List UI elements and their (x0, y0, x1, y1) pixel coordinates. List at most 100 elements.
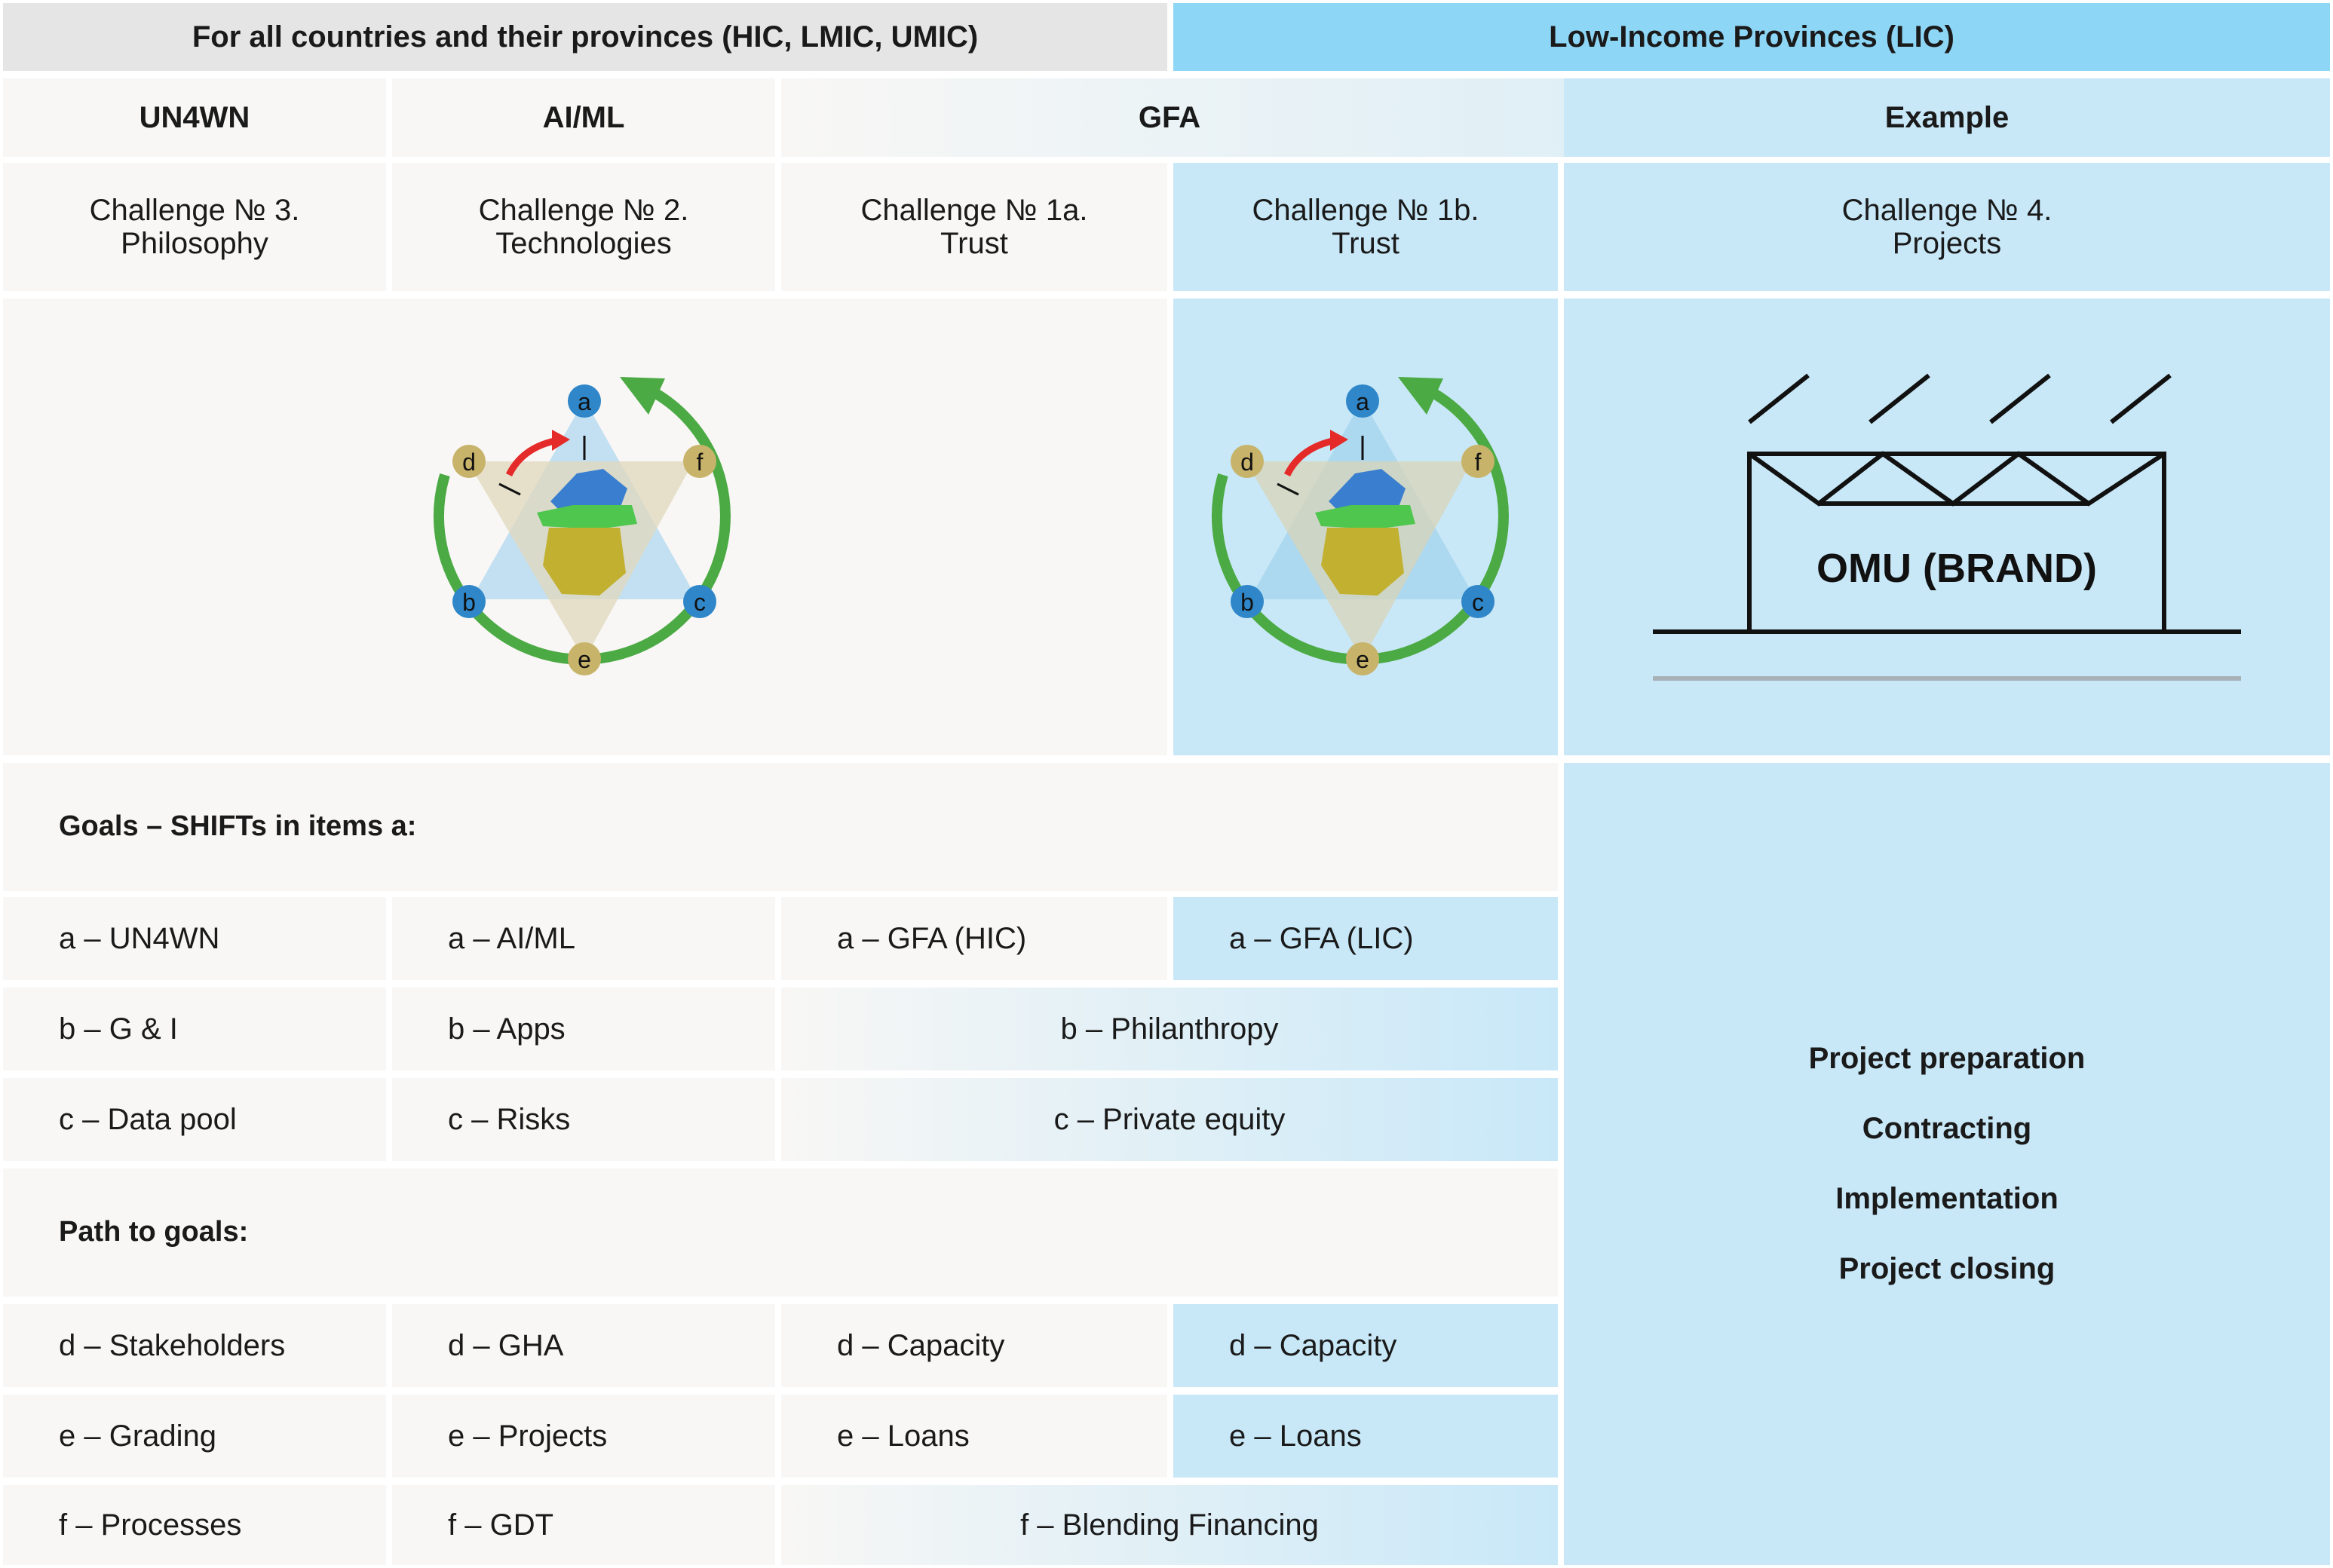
node-d-label: d (462, 449, 476, 476)
path-heading: Path to goals: (3, 1168, 1558, 1297)
challenge-cell-un4wn: Challenge № 3. Philosophy (3, 163, 386, 291)
green-band (537, 505, 637, 529)
header-all-countries: For all countries and their provinces (H… (3, 3, 1167, 71)
challenge-title: Challenge № 1b. (1252, 194, 1479, 227)
node-c (1461, 585, 1495, 618)
challenge-subtitle: Trust (1332, 227, 1399, 260)
challenge-subtitle: Philosophy (121, 227, 268, 260)
red-arrow (1283, 437, 1334, 477)
node-e-label: e (1356, 646, 1369, 673)
row-d-gfa-lic: d – Capacity (1173, 1304, 1558, 1387)
challenge-title: Challenge № 3. (89, 194, 300, 227)
row-a-gfa-lic: a – GFA (LIC) (1173, 897, 1558, 980)
brand-label: OMU (BRAND) (1816, 546, 2097, 591)
node-a-label: a (1356, 388, 1369, 415)
column-header-un4wn: UN4WN (3, 78, 386, 157)
node-f (1461, 445, 1495, 478)
node-e-label: e (578, 646, 591, 673)
node-e (568, 642, 601, 675)
red-arrowhead (1330, 430, 1348, 451)
sun-ray (1869, 373, 1930, 424)
row-c-un4wn: c – Data pool (3, 1078, 386, 1161)
step-project-preparation: Project preparation (1808, 1042, 2086, 1075)
node-a (1346, 384, 1379, 418)
node-f-label: f (1475, 449, 1482, 476)
challenge-cell-gfa-hic: Challenge № 1a. Trust (781, 163, 1167, 291)
step-contracting: Contracting (1862, 1112, 2032, 1145)
row-b-aiml: b – Apps (392, 988, 775, 1070)
challenge-title: Challenge № 1a. (860, 194, 1088, 227)
challenge-cell-aiml: Challenge № 2. Technologies (392, 163, 775, 291)
node-a (568, 384, 601, 418)
challenge-subtitle: Technologies (495, 227, 672, 260)
node-c-label: c (694, 589, 706, 616)
row-e-gfa-lic: e – Loans (1173, 1395, 1558, 1478)
node-b (1231, 585, 1264, 618)
step-project-closing: Project closing (1838, 1252, 2056, 1285)
sun-ray (2110, 373, 2172, 424)
node-e (1346, 642, 1379, 675)
node-f-label: f (697, 449, 704, 476)
column-header-gfa-label: GFA (1138, 101, 1201, 134)
tick-mark (1277, 482, 1299, 496)
roof-truss (1748, 451, 2166, 507)
challenge-title: Challenge № 2. (478, 194, 689, 227)
blue-gem (550, 469, 627, 513)
sun-ray (1989, 373, 2051, 424)
column-header-aiml: AI/ML (392, 78, 775, 157)
challenge-subtitle: Projects (1892, 227, 2002, 260)
blue-gem (1329, 469, 1406, 513)
example-steps: Project preparation Contracting Implemen… (1564, 763, 2330, 1565)
brand-building-diagram: OMU (BRAND) (1653, 373, 2241, 681)
row-d-un4wn: d – Stakeholders (3, 1304, 386, 1387)
star-diagram-all-countries: a b c d f e (433, 377, 731, 675)
red-arrowhead (552, 430, 570, 451)
row-e-gfa-hic: e – Loans (781, 1395, 1167, 1478)
sun-ray (1748, 373, 1810, 424)
gold-polyhedron (543, 528, 626, 596)
row-c-gfa: c – Private equity (781, 1078, 1558, 1161)
node-c-label: c (1472, 589, 1484, 616)
tick-mark (498, 482, 521, 496)
row-d-gfa-hic: d – Capacity (781, 1304, 1167, 1387)
red-arrow (505, 437, 556, 477)
row-f-gfa: f – Blending Financing (781, 1485, 1558, 1565)
star-diagram-low-income: a b c d f e (1211, 377, 1509, 675)
green-arrowhead (620, 377, 665, 415)
column-header-example: Example (1564, 78, 2330, 157)
green-cycle-arrow (1211, 389, 1509, 665)
row-e-un4wn: e – Grading (3, 1395, 386, 1478)
green-band (1315, 505, 1415, 529)
gold-polyhedron (1321, 528, 1404, 596)
row-b-un4wn: b – G & I (3, 988, 386, 1070)
node-b-label: b (462, 589, 476, 616)
row-a-un4wn: a – UN4WN (3, 897, 386, 980)
row-b-gfa: b – Philanthropy (781, 988, 1558, 1070)
goals-heading: Goals – SHIFTs in items a: (3, 763, 1558, 891)
node-d (452, 445, 486, 478)
node-d (1231, 445, 1264, 478)
header-low-income: Low-Income Provinces (LIC) (1173, 3, 2330, 71)
node-f (683, 445, 716, 478)
node-c (683, 585, 716, 618)
node-d-label: d (1240, 449, 1254, 476)
challenge-cell-example: Challenge № 4. Projects (1564, 163, 2330, 291)
challenge-title: Challenge № 4. (1841, 194, 2052, 227)
challenge-subtitle: Trust (940, 227, 1008, 260)
row-e-aiml: e – Projects (392, 1395, 775, 1478)
row-a-aiml: a – AI/ML (392, 897, 775, 980)
row-a-gfa-hic: a – GFA (HIC) (781, 897, 1167, 980)
row-f-aiml: f – GDT (392, 1485, 775, 1565)
node-b (452, 585, 486, 618)
row-d-aiml: d – GHA (392, 1304, 775, 1387)
building-frame (1747, 452, 2166, 634)
node-b-label: b (1240, 589, 1254, 616)
green-arrowhead (1398, 377, 1443, 415)
row-c-aiml: c – Risks (392, 1078, 775, 1161)
step-implementation: Implementation (1835, 1182, 2059, 1215)
challenge-cell-gfa-lic: Challenge № 1b. Trust (1173, 163, 1558, 291)
node-a-label: a (578, 388, 591, 415)
row-f-un4wn: f – Processes (3, 1485, 386, 1565)
green-cycle-arrow (433, 389, 731, 665)
